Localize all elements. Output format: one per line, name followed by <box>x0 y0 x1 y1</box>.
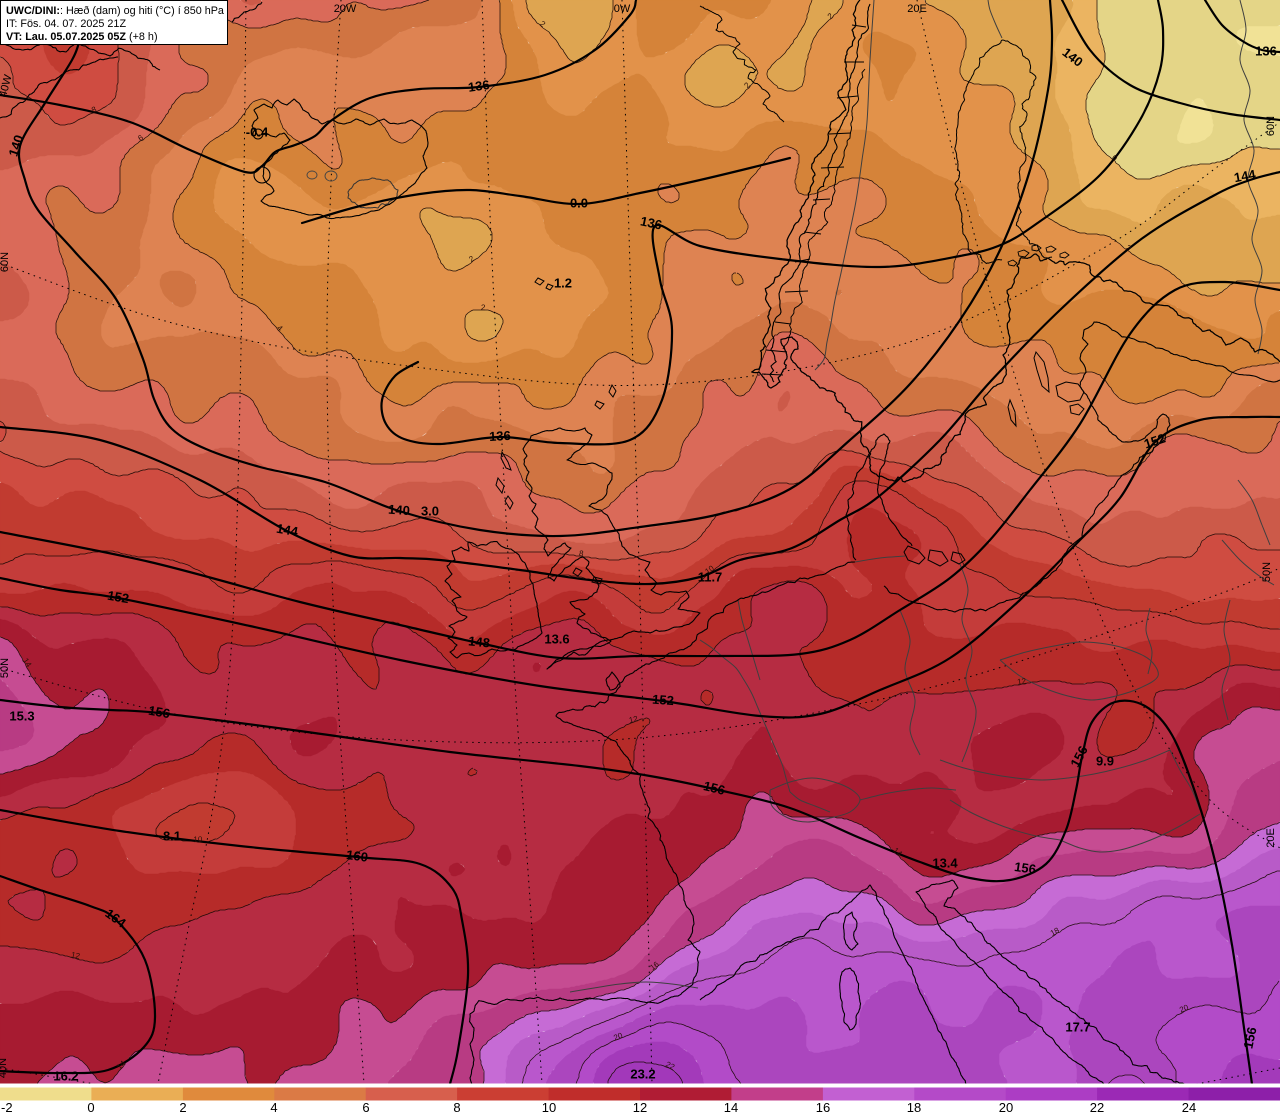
svg-text:144: 144 <box>275 521 300 540</box>
svg-text:8: 8 <box>90 104 98 114</box>
svg-text:8.1: 8.1 <box>163 828 181 843</box>
svg-text:0: 0 <box>1110 153 1119 163</box>
svg-text:8: 8 <box>453 1100 460 1115</box>
svg-text:13.6: 13.6 <box>544 631 569 646</box>
svg-text:136: 136 <box>1255 43 1277 58</box>
svg-text:20: 20 <box>999 1100 1013 1115</box>
svg-text:0W: 0W <box>614 3 631 15</box>
svg-text:12: 12 <box>1017 676 1028 686</box>
svg-text:6: 6 <box>362 1100 369 1115</box>
svg-text:136: 136 <box>489 428 511 444</box>
svg-text:136: 136 <box>639 213 663 232</box>
svg-text:144: 144 <box>1233 167 1258 186</box>
svg-text:2: 2 <box>826 11 836 21</box>
svg-text:20E: 20E <box>907 3 927 15</box>
svg-text:18: 18 <box>907 1100 921 1115</box>
svg-text:12: 12 <box>628 714 639 725</box>
svg-text:8: 8 <box>579 549 585 559</box>
svg-text:10: 10 <box>193 835 203 844</box>
svg-text:152: 152 <box>1142 431 1167 452</box>
svg-text:-2: -2 <box>1 1100 13 1115</box>
svg-text:IT: Fös. 04. 07. 2025 21Z: IT: Fös. 04. 07. 2025 21Z <box>6 18 126 30</box>
svg-text:160: 160 <box>345 847 369 865</box>
svg-text:152: 152 <box>652 692 675 708</box>
svg-text:9.9: 9.9 <box>1096 753 1114 768</box>
svg-text:11.7: 11.7 <box>698 569 723 584</box>
svg-text:22: 22 <box>1090 1100 1104 1115</box>
svg-text:10: 10 <box>542 1100 556 1115</box>
svg-text:40N: 40N <box>0 1058 9 1078</box>
svg-text:2: 2 <box>742 80 752 90</box>
svg-text:16.2: 16.2 <box>53 1068 78 1083</box>
svg-text:0: 0 <box>87 1100 94 1115</box>
svg-text:140: 140 <box>388 502 411 518</box>
svg-text:-0.4: -0.4 <box>246 124 269 139</box>
svg-text:12: 12 <box>70 950 81 961</box>
svg-text:16: 16 <box>816 1100 830 1115</box>
svg-text:4: 4 <box>270 1100 277 1115</box>
svg-text:20W: 20W <box>334 3 357 15</box>
svg-text:60N: 60N <box>0 252 11 272</box>
svg-text:12: 12 <box>633 1100 647 1115</box>
svg-text:148: 148 <box>468 633 491 650</box>
svg-text:140: 140 <box>6 133 27 158</box>
svg-text:152: 152 <box>106 588 130 607</box>
svg-text:2: 2 <box>538 19 547 29</box>
svg-text:2: 2 <box>179 1100 186 1115</box>
svg-text:15.3: 15.3 <box>9 708 34 723</box>
svg-text:156: 156 <box>702 778 727 798</box>
svg-text:UWC/DINI:: Hæð (dam) og hiti (: UWC/DINI:: Hæð (dam) og hiti (°C) í 850 … <box>6 5 224 17</box>
svg-text:6: 6 <box>136 133 145 143</box>
svg-text:14: 14 <box>724 1100 738 1115</box>
svg-text:156: 156 <box>147 703 171 722</box>
svg-text:156: 156 <box>1013 859 1037 877</box>
svg-text:2: 2 <box>481 303 487 312</box>
svg-text:2: 2 <box>1124 243 1133 253</box>
svg-text:24: 24 <box>1182 1100 1196 1115</box>
svg-text:2: 2 <box>467 254 476 264</box>
svg-text:20: 20 <box>612 1031 624 1043</box>
svg-text:17.7: 17.7 <box>1065 1019 1090 1034</box>
svg-text:VT: Lau. 05.07.2025 05Z (+8 h): VT: Lau. 05.07.2025 05Z (+8 h) <box>6 31 158 43</box>
svg-text:50N: 50N <box>0 658 11 678</box>
svg-text:156: 156 <box>1240 1026 1259 1050</box>
svg-text:1.2: 1.2 <box>554 275 572 290</box>
svg-text:20E: 20E <box>1265 828 1277 848</box>
svg-text:13.4: 13.4 <box>932 855 958 870</box>
svg-text:0.0: 0.0 <box>570 195 588 210</box>
svg-text:60N: 60N <box>1265 116 1277 136</box>
svg-text:23.2: 23.2 <box>630 1066 655 1081</box>
svg-text:4: 4 <box>275 323 285 333</box>
svg-text:50N: 50N <box>1261 562 1273 582</box>
svg-text:3.0: 3.0 <box>421 503 439 518</box>
svg-text:20: 20 <box>1178 1003 1190 1015</box>
svg-text:136: 136 <box>467 77 491 95</box>
